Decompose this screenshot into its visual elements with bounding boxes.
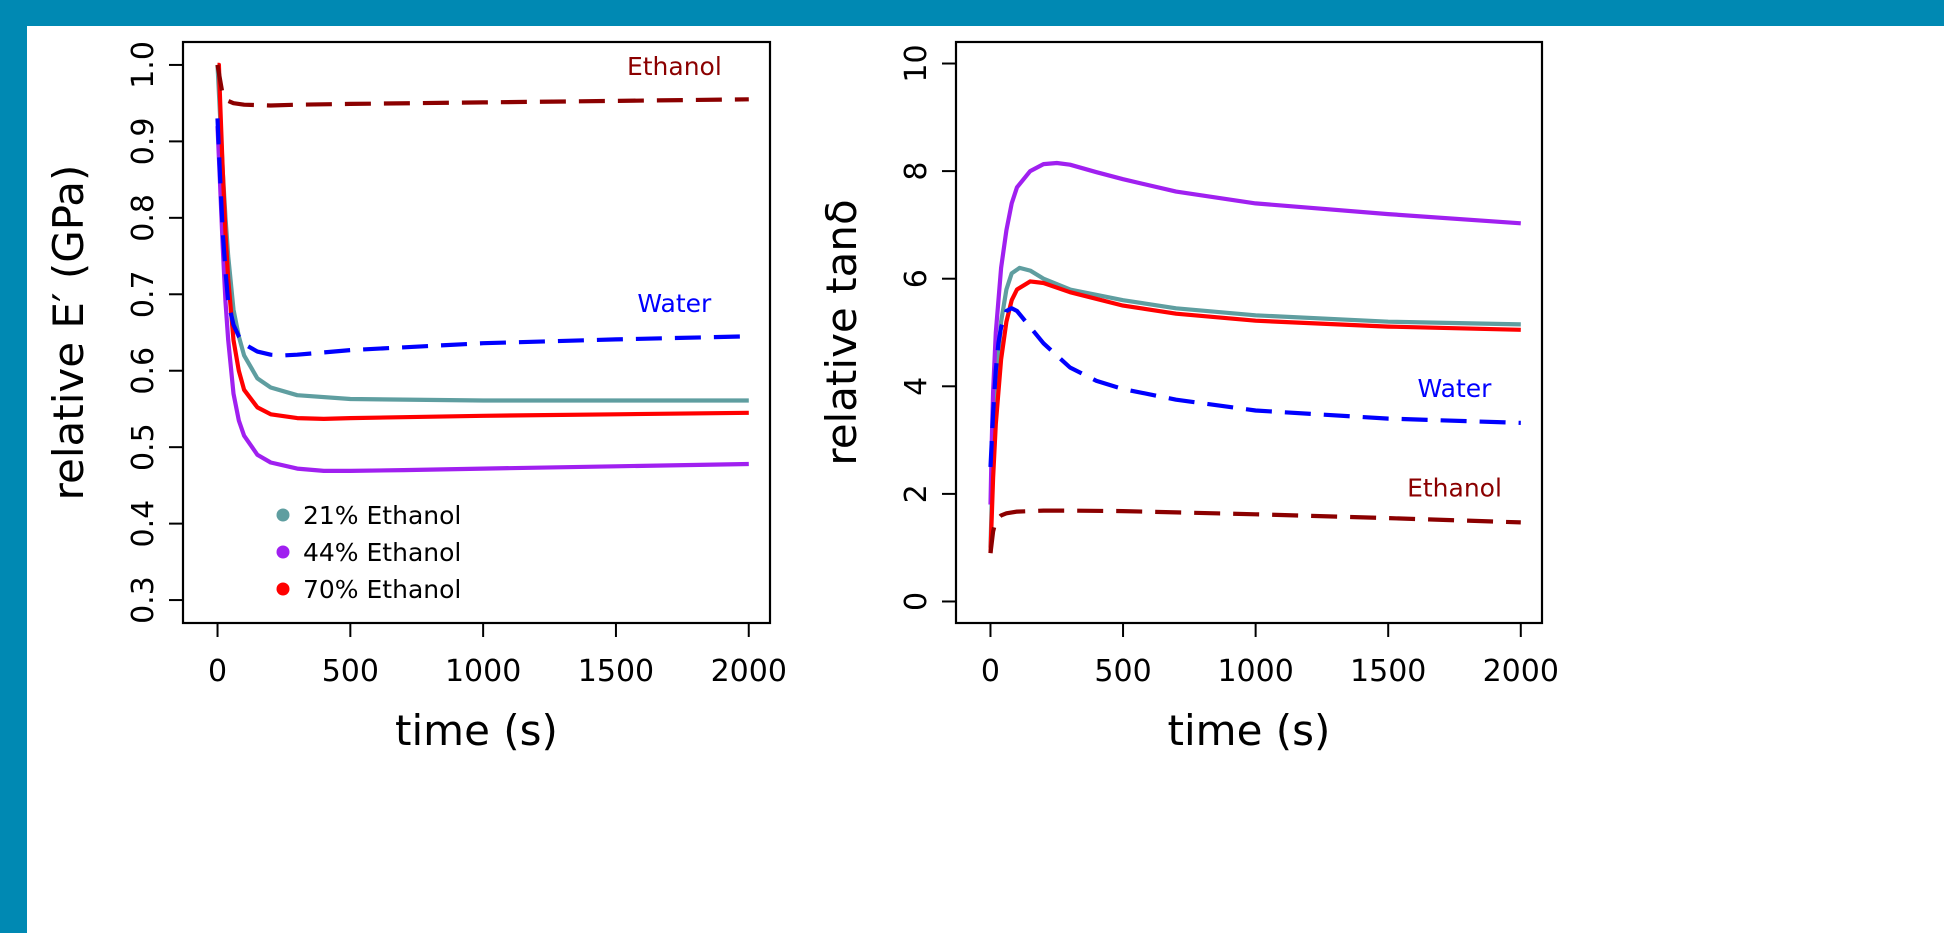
series-line-21-ethanol [988,265,1521,548]
y-axis-label: relative tanδ [817,199,866,465]
plot-storage-modulus: 0 500 1000 1500 2000 0.3 0.4 0.5 0.6 0.7 0.8 0.9 1.0… [44,40,787,755]
plot-loss-tangent: 0 500 1000 1500 2000 0 2 4 6 8 10 time (s) relative … [817,40,1559,755]
x-tick-label: 2000 [711,654,787,689]
x-tick-label: 1500 [1350,654,1426,689]
annotation-ethanol: Ethanol [627,52,722,81]
x-tick-label: 500 [322,654,379,689]
legend-swatch-21-ethanol [276,508,290,522]
series-line-water [215,118,749,358]
y-axis-label: relative E′ (GPa) [44,165,93,501]
y-tick-label: 6 [899,269,934,288]
series-line-70-ethanol [988,279,1521,554]
y-tick-label: 0.8 [126,194,161,242]
legend-label-44-ethanol: 44% Ethanol [303,538,461,567]
x-tick-label: 2000 [1483,654,1559,689]
x-axis-label: time (s) [1168,706,1331,755]
y-tick-label: 4 [899,377,934,396]
plot-frame [181,40,772,625]
y-tick-label: 0 [899,592,934,611]
legend-swatch-70-ethanol [276,582,290,596]
plot-frame [954,40,1544,625]
series-line-ethanol [988,508,1521,554]
x-axis-label: time (s) [395,706,558,755]
series-line-70-ethanol [216,62,749,421]
legend-label-21-ethanol: 21% Ethanol [303,501,461,530]
series-line-44-ethanol [988,160,1521,505]
x-tick-label: 0 [208,654,227,689]
x-tick-label: 0 [981,654,1000,689]
line-chart-pair: 0 500 1000 1500 20000.30.40.50.60.70.80.91.0… [44,40,1559,755]
x-tick-label: 500 [1094,654,1151,689]
y-tick-label: 10 [899,44,934,82]
y-tick-label: 0.9 [126,118,161,166]
figure-panel: 0 500 1000 1500 2000 0.3 0.4 0.5 0.6 0.7 0.8 0.9 1.0… [27,26,1944,933]
legend-label-70-ethanol: 70% Ethanol [303,575,461,604]
y-tick-label: 0.6 [126,347,161,395]
x-tick-label: 1000 [1217,654,1293,689]
y-tick-label: 0.3 [126,576,161,624]
y-tick-label: 8 [899,162,934,181]
legend-swatch-44-ethanol [276,545,290,559]
y-tick-label: 1.0 [126,41,161,89]
series-line-ethanol [215,64,749,108]
y-tick-label: 2 [899,484,934,503]
annotation-water: Water [637,289,712,318]
y-tick-label: 0.7 [126,270,161,318]
x-tick-label: 1000 [445,654,521,689]
annotation-water: Water [1418,374,1493,403]
x-tick-label: 1500 [578,654,654,689]
annotation-ethanol: Ethanol [1407,474,1502,503]
series-line-21-ethanol [215,64,749,403]
y-tick-label: 0.4 [126,500,161,548]
y-tick-label: 0.5 [126,423,161,471]
